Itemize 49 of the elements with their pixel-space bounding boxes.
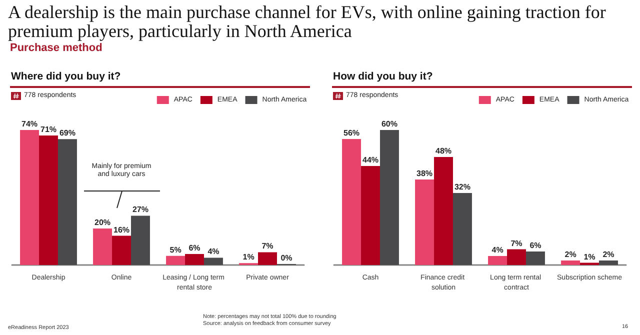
data-label: 20%	[94, 218, 111, 228]
data-label: 60%	[381, 120, 398, 128]
bar	[415, 180, 434, 265]
bar	[507, 249, 526, 265]
data-label: 16%	[113, 225, 130, 234]
data-label: 6%	[188, 244, 200, 253]
data-label: 1%	[584, 252, 596, 262]
data-label: 0%	[280, 254, 292, 262]
bar	[598, 260, 618, 265]
data-label: 1%	[242, 252, 254, 262]
data-label: 5%	[170, 245, 182, 254]
chart-title: Where did you buy it?	[11, 70, 121, 82]
bar	[112, 236, 131, 265]
bar	[185, 254, 204, 265]
bar	[526, 252, 545, 265]
data-label: 7%	[510, 238, 522, 248]
data-label: 7%	[262, 242, 274, 251]
data-label: 48%	[435, 146, 452, 156]
chart-title: How did you buy it?	[333, 70, 433, 82]
bar	[342, 139, 362, 265]
data-label: 56%	[344, 128, 360, 138]
bar	[361, 166, 380, 265]
data-label: 6%	[530, 241, 542, 250]
text: Purchase method	[10, 42, 102, 54]
data-label: 32%	[454, 182, 470, 192]
data-label: 38%	[416, 169, 433, 178]
bar	[380, 130, 399, 265]
bar	[166, 256, 186, 265]
data-label: 2%	[564, 250, 576, 259]
bar	[39, 135, 58, 265]
bar	[258, 252, 277, 265]
data-label: 2%	[602, 250, 614, 259]
bar	[20, 130, 40, 265]
bar	[130, 216, 150, 265]
data-label: 71%	[40, 124, 57, 134]
data-label: 27%	[132, 205, 148, 214]
bar	[204, 258, 223, 265]
bar	[488, 256, 508, 265]
data-label: 4%	[208, 247, 220, 256]
data-label: 4%	[492, 246, 504, 254]
bar	[434, 157, 453, 265]
bar	[452, 193, 472, 265]
data-label: 74%	[22, 120, 38, 128]
data-label: 44%	[362, 156, 379, 164]
bar	[561, 260, 580, 265]
text: A dealership is the main purchase channel for EVs, with online gaining traction for premium players, particularly in North America	[8, 2, 607, 41]
bar	[93, 228, 112, 265]
data-label: 69%	[59, 128, 76, 138]
bar	[58, 139, 77, 265]
